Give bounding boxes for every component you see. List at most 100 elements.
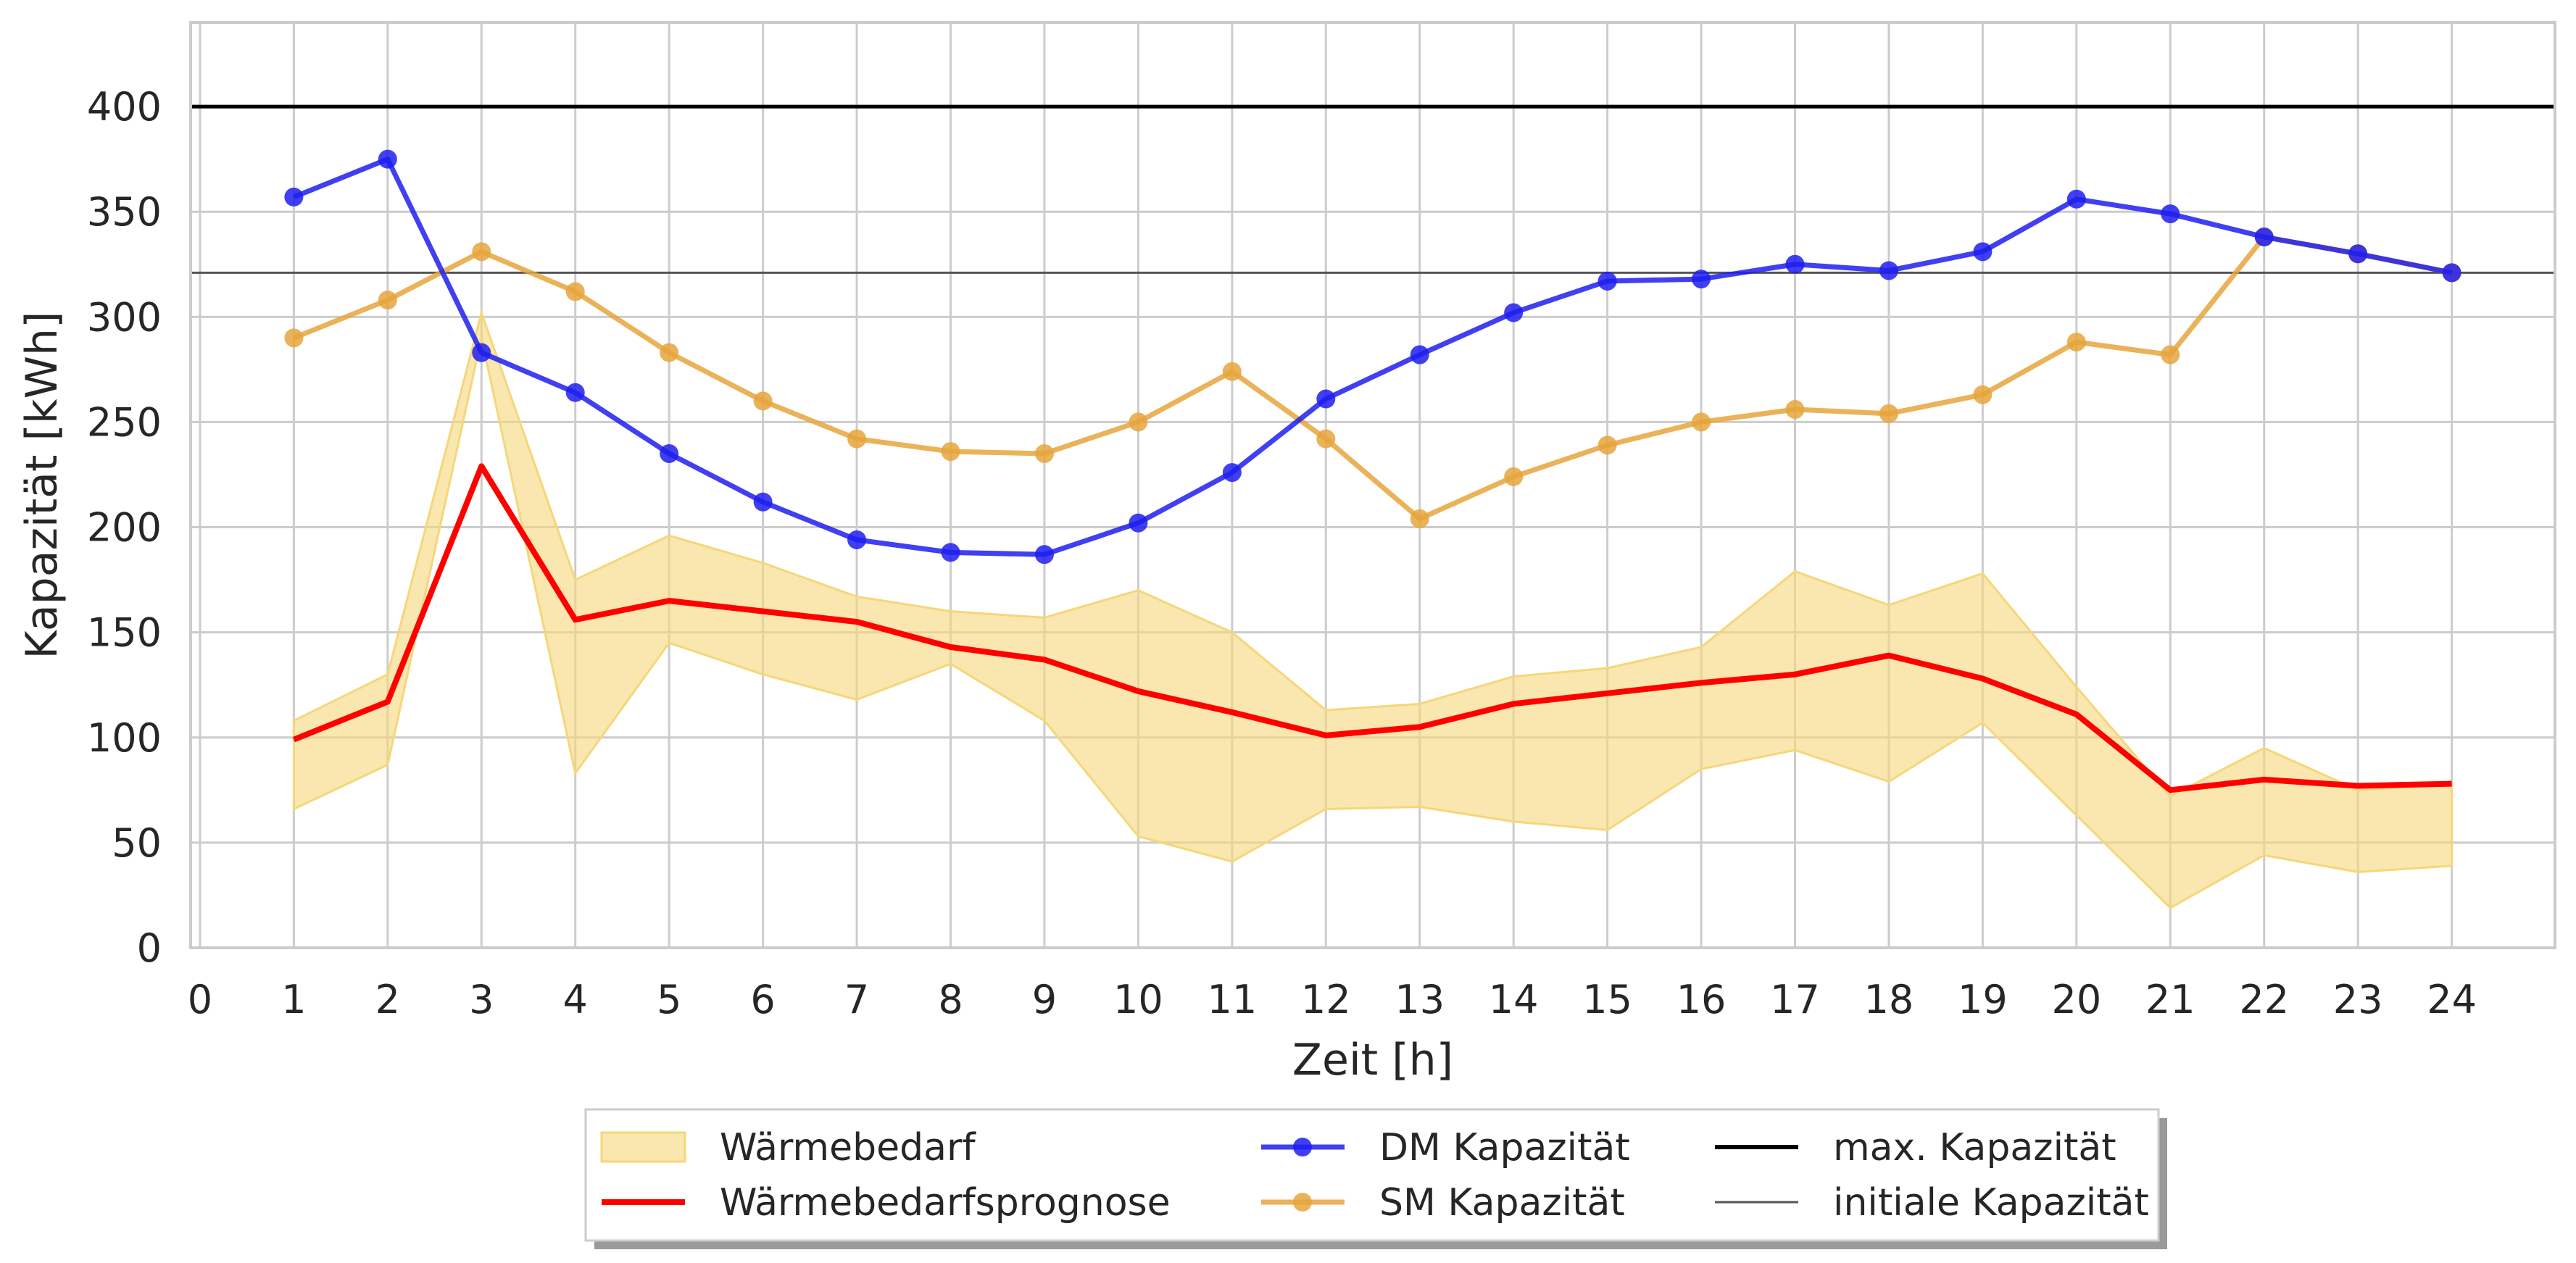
x-tick-label: 9 (1032, 977, 1057, 1022)
series-layer (284, 149, 2461, 793)
dm-kapazitaet-point (2442, 263, 2461, 283)
y-tick-label: 300 (87, 294, 162, 340)
x-tick-label: 14 (1489, 977, 1539, 1022)
sm-kapazitaet-point (1129, 412, 1148, 432)
x-tick-label: 21 (2145, 977, 2195, 1022)
x-tick-label: 17 (1770, 977, 1820, 1022)
dm-kapazitaet-point (1410, 345, 1429, 364)
plot-frame (189, 21, 2556, 949)
x-tick-label: 20 (2051, 977, 2101, 1022)
sm-kapazitaet-point (941, 442, 960, 462)
legend-marker-sm (1293, 1193, 1312, 1212)
sm-kapazitaet-point (1973, 385, 1993, 404)
dm-kapazitaet-point (753, 492, 773, 512)
sm-kapazitaet-point (565, 282, 585, 301)
band-layer (292, 309, 2454, 909)
legend: Wärmebedarf Wärmebedarfsprognose DM Kapazi… (584, 1108, 2167, 1249)
legend-label-max: max. Kapazität (1833, 1126, 2116, 1170)
sm-kapazitaet-point (1879, 404, 1898, 423)
dm-kapazitaet-point (847, 530, 867, 549)
dm-kapazitaet-point (378, 149, 397, 169)
y-tick-label: 50 (112, 820, 162, 866)
dm-kapazitaet-point (2066, 189, 2086, 209)
dm-kapazitaet-point (1879, 261, 1898, 280)
x-tick-label: 5 (657, 977, 681, 1022)
dm-kapazitaet-point (1597, 271, 1617, 291)
sm-kapazitaet-point (2066, 333, 2086, 352)
y-tick-label: 100 (87, 715, 162, 761)
x-tick-label: 2 (375, 977, 400, 1022)
y-tick-label: 250 (87, 399, 162, 445)
dm-kapazitaet-point (2254, 228, 2274, 247)
x-axis-label: Zeit [h] (1292, 1035, 1453, 1085)
x-tick-label: 24 (2427, 977, 2477, 1022)
y-tick-label: 0 (137, 925, 162, 971)
legend-label-sm: SM Kapazität (1379, 1181, 1625, 1225)
waermebedarf-band (292, 309, 2454, 909)
x-tick-label: 1 (281, 977, 306, 1022)
y-tick-labels: 0 50 100 150 200 250 300 350 400 (87, 84, 162, 971)
dm-kapazitaet-point (1785, 254, 1805, 274)
legend-label-initial: initiale Kapazität (1833, 1181, 2149, 1225)
dm-kapazitaet-point (284, 187, 304, 207)
dm-kapazitaet-point (565, 383, 585, 402)
dm-kapazitaet-point (2161, 204, 2180, 224)
dm-kapazitaet-line (293, 157, 2453, 557)
sm-kapazitaet-point (1222, 362, 1242, 381)
sm-kapazitaet-point (1034, 443, 1054, 463)
dm-kapazitaet-point (1129, 513, 1148, 533)
legend-label-dm: DM Kapazität (1379, 1126, 1630, 1170)
x-tick-labels: 0 1 2 3 4 5 6 7 8 9 10 11 12 13 14 15 16 17 18 19 20 21 22 23 24 (188, 977, 2477, 1022)
dm-kapazitaet-point (660, 443, 679, 463)
y-tick-label: 150 (87, 610, 162, 656)
y-axis-label: Kapazität [kWh] (17, 312, 67, 659)
legend-label-waermebedarf: Wärmebedarf (720, 1126, 976, 1170)
dm-kapazitaet-point (472, 343, 491, 362)
x-tick-label: 3 (469, 977, 494, 1022)
x-tick-label: 15 (1582, 977, 1632, 1022)
dm-kapazitaet-point (2348, 244, 2368, 264)
x-tick-label: 12 (1301, 977, 1351, 1022)
x-tick-label: 16 (1677, 977, 1727, 1022)
sm-kapazitaet-point (1692, 412, 1711, 432)
sm-kapazitaet-point (1785, 400, 1805, 420)
x-tick-label: 22 (2239, 977, 2289, 1022)
x-tick-label: 13 (1395, 977, 1445, 1022)
x-tick-label: 4 (563, 977, 588, 1022)
y-tick-label: 200 (87, 505, 162, 551)
sm-kapazitaet-point (660, 343, 679, 362)
x-tick-label: 7 (844, 977, 869, 1022)
sm-kapazitaet-point (1504, 467, 1524, 486)
sm-kapazitaet-point (753, 391, 773, 411)
x-tick-label: 10 (1113, 977, 1163, 1022)
dm-kapazitaet-point (1692, 270, 1711, 289)
sm-kapazitaet-point (1410, 509, 1429, 528)
y-tick-label: 350 (87, 189, 162, 235)
x-tick-label: 8 (938, 977, 963, 1022)
sm-kapazitaet-point (378, 291, 397, 310)
x-tick-label: 0 (188, 977, 212, 1022)
x-tick-label: 19 (1958, 977, 2008, 1022)
dm-kapazitaet-point (941, 543, 960, 562)
sm-kapazitaet-point (1597, 435, 1617, 455)
sm-kapazitaet-point (1316, 429, 1336, 449)
sm-kapazitaet-point (284, 328, 304, 348)
dm-kapazitaet-point (1316, 389, 1336, 409)
dm-kapazitaet-point (1973, 242, 1993, 262)
legend-swatch-waermebedarf (600, 1131, 686, 1163)
dm-kapazitaet-point (1504, 303, 1524, 322)
dm-kapazitaet-point (1222, 463, 1242, 483)
sm-kapazitaet-line (293, 234, 2453, 522)
x-tick-label: 18 (1864, 977, 1914, 1022)
prognose-line (292, 463, 2452, 793)
x-tick-label: 11 (1207, 977, 1257, 1022)
sm-kapazitaet-point (847, 429, 867, 449)
legend-box (584, 1108, 2160, 1242)
sm-kapazitaet-point (2161, 345, 2180, 364)
dm-kapazitaet-point (1034, 545, 1054, 564)
legend-label-prognose: Wärmebedarfsprognose (720, 1181, 1171, 1225)
legend-marker-dm (1293, 1138, 1312, 1156)
x-tick-label: 23 (2333, 977, 2383, 1022)
sm-kapazitaet-point (472, 242, 491, 262)
